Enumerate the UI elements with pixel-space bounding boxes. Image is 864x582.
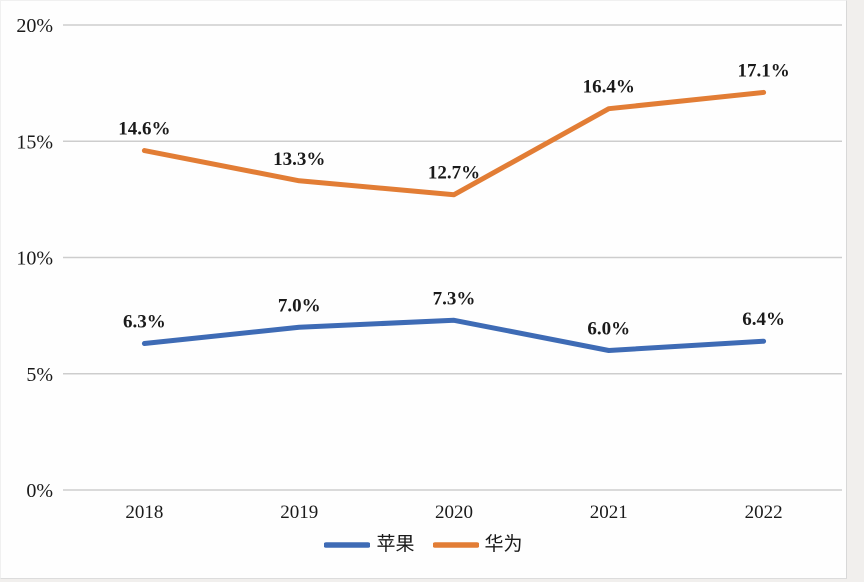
legend-item-0: 苹果 bbox=[324, 534, 415, 555]
y-tick-label: 0% bbox=[26, 480, 53, 502]
y-tick-label: 15% bbox=[16, 131, 53, 153]
x-tick-label: 2021 bbox=[590, 502, 628, 523]
data-label: 7.0% bbox=[278, 295, 321, 316]
legend-label: 华为 bbox=[484, 534, 523, 555]
line-chart-plot: 0% 5% 10% 15% 20% 2018 2019 2020 2021 2022 6.3% 7.0… bbox=[16, 15, 842, 523]
data-label: 7.3% bbox=[433, 288, 476, 309]
chart-canvas: 0% 5% 10% 15% 20% 2018 2019 2020 2021 2022 6.3% 7.0… bbox=[0, 0, 847, 579]
x-tick-label: 2020 bbox=[435, 502, 473, 523]
series-line-0 bbox=[141, 317, 767, 353]
data-label: 6.4% bbox=[742, 309, 785, 330]
data-label: 16.4% bbox=[583, 77, 635, 98]
x-tick-label: 2022 bbox=[745, 502, 783, 523]
data-label: 17.1% bbox=[737, 60, 789, 81]
data-label: 12.7% bbox=[428, 163, 480, 184]
data-label: 6.3% bbox=[123, 312, 166, 333]
y-tick-label: 20% bbox=[16, 15, 53, 37]
legend-label: 苹果 bbox=[376, 534, 415, 555]
legend-line-icon bbox=[432, 541, 479, 548]
y-tick-label: 10% bbox=[16, 248, 53, 270]
data-label: 14.6% bbox=[118, 119, 170, 140]
series-line-1 bbox=[141, 89, 767, 198]
x-tick-label: 2018 bbox=[125, 502, 163, 523]
legend-item-1: 华为 bbox=[432, 534, 523, 555]
chart-legend: 苹果 华为 bbox=[1, 535, 846, 554]
x-tick-label: 2019 bbox=[280, 502, 318, 523]
legend-line-icon bbox=[324, 541, 371, 548]
y-tick-label: 5% bbox=[26, 364, 53, 386]
data-label: 6.0% bbox=[587, 319, 630, 340]
data-label: 13.3% bbox=[273, 149, 325, 170]
